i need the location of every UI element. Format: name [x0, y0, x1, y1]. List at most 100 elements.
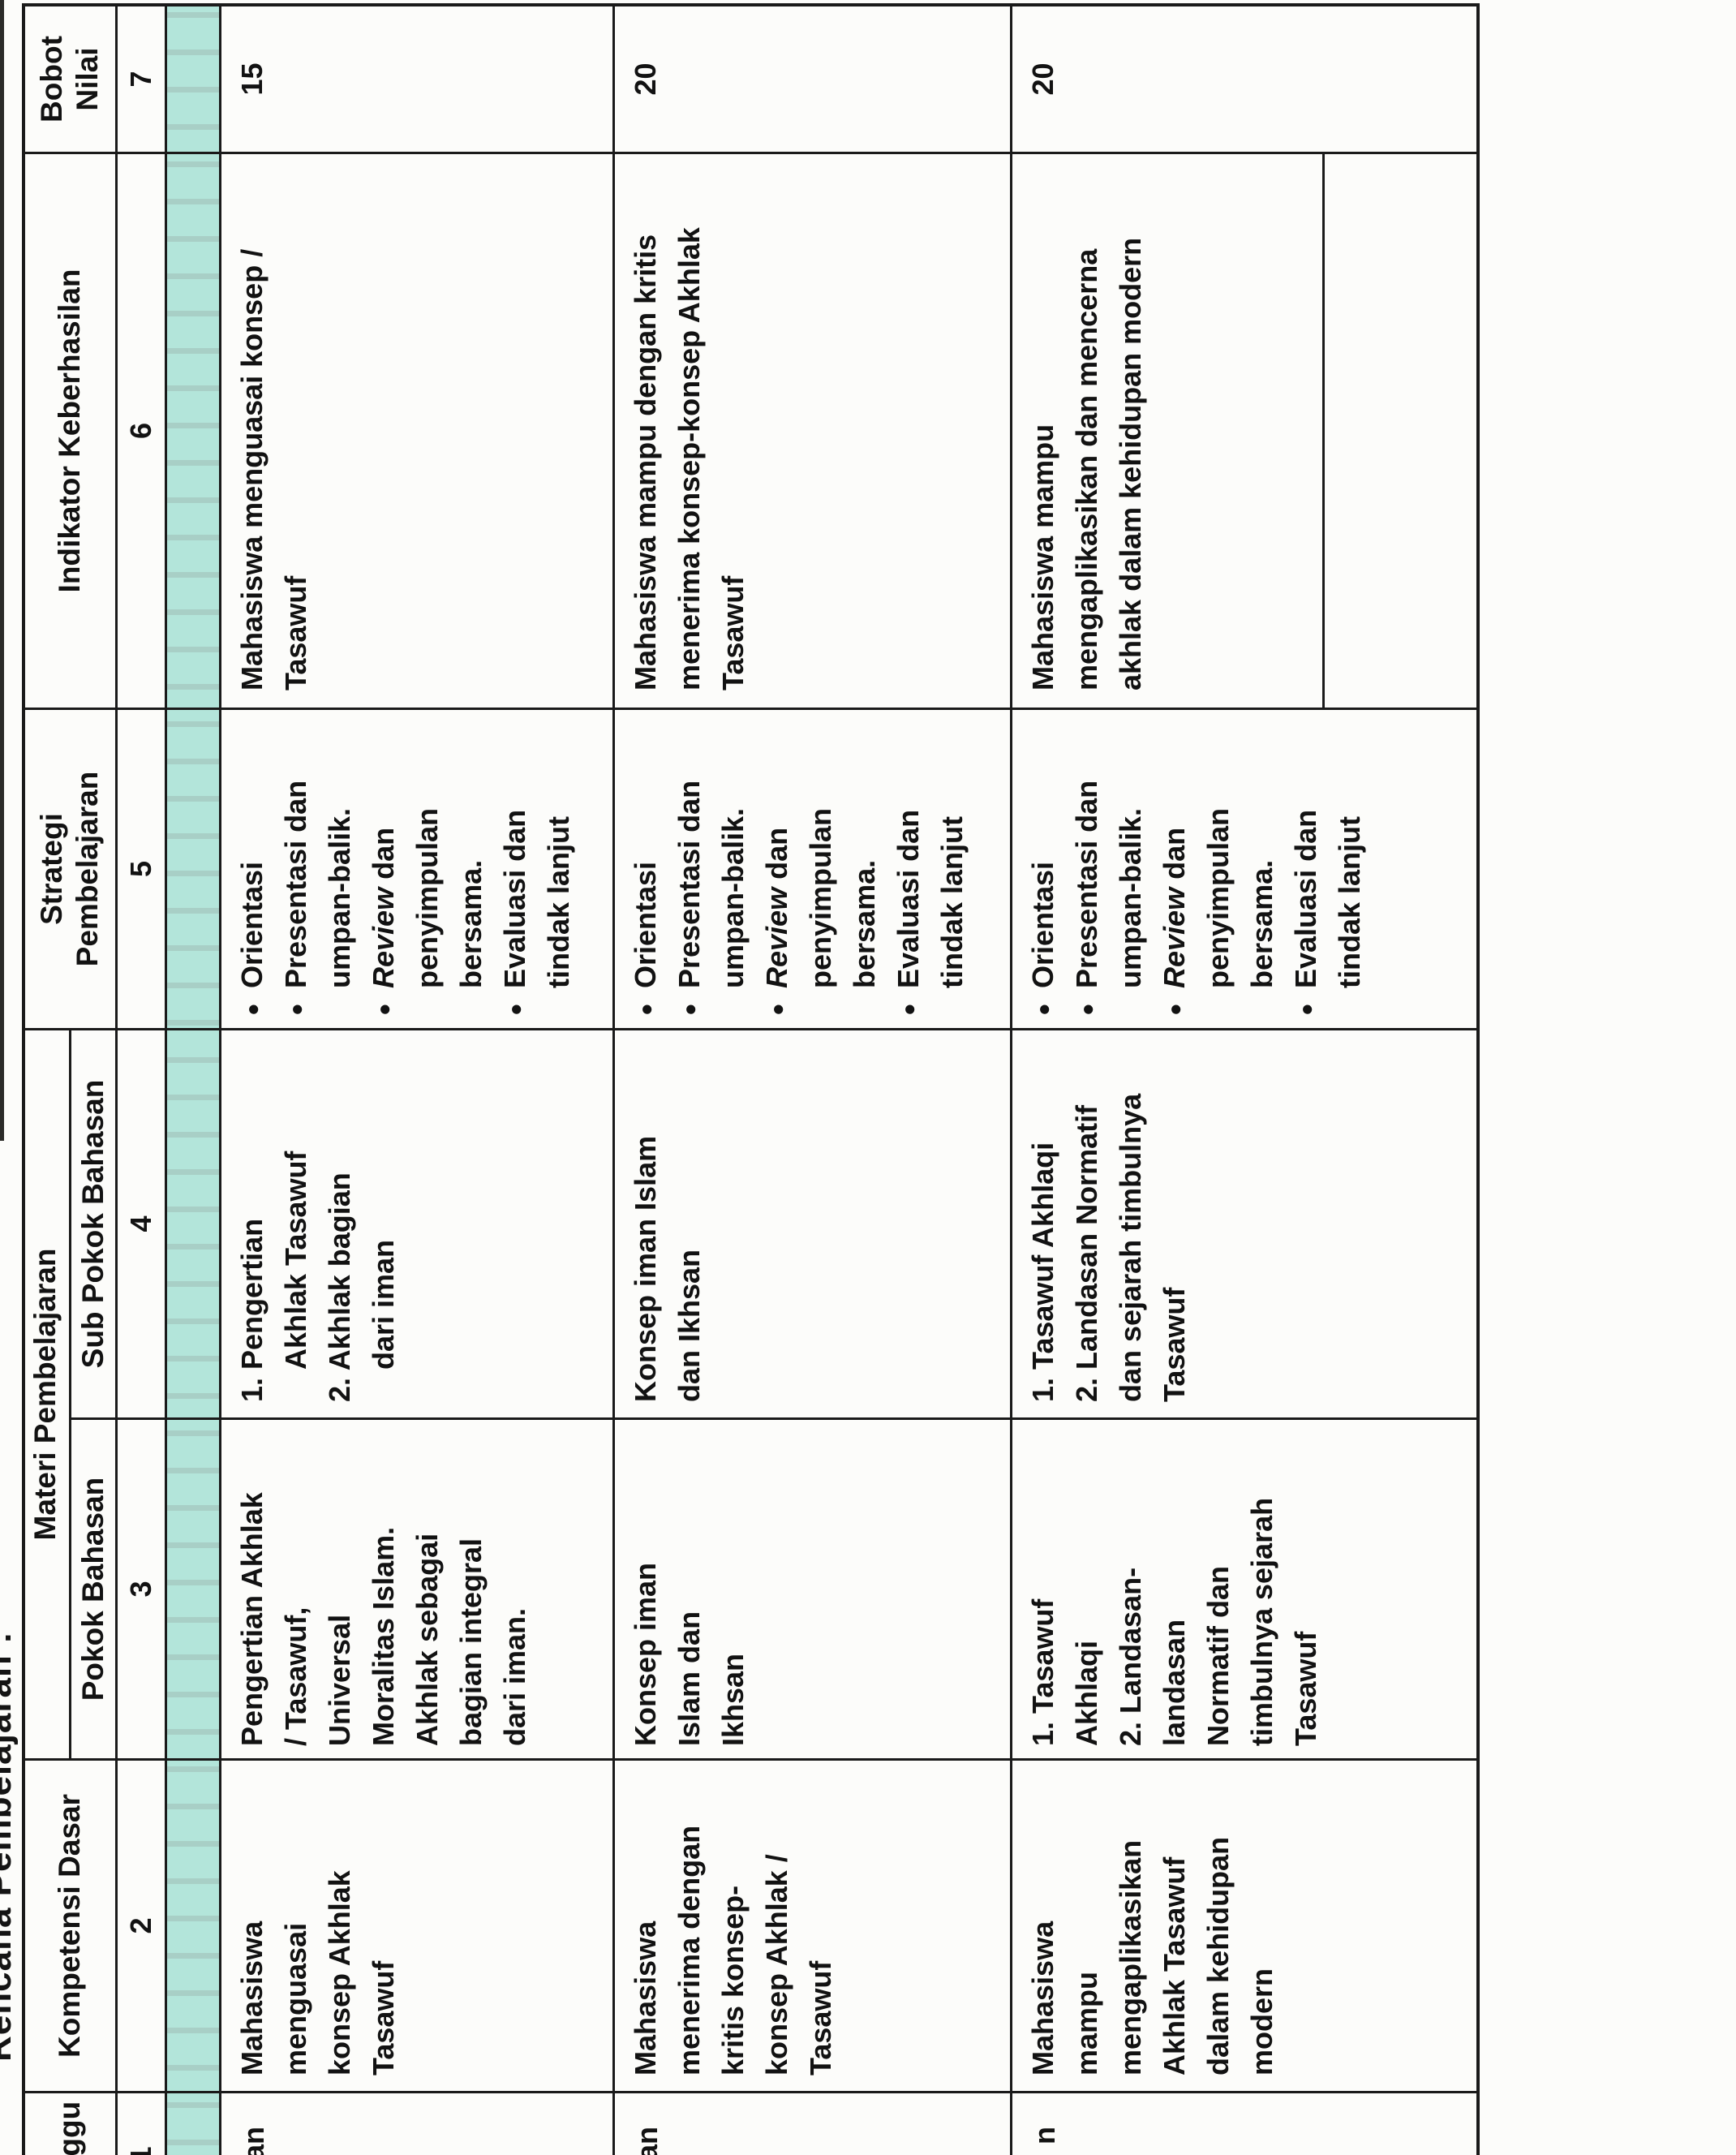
row3-subpokok-item2: 2. Landasan Normatif dan sejarah timbuln…	[1070, 1093, 1191, 1402]
bullet-icon: ●	[1031, 1003, 1055, 1016]
row3-bobot-nilai: 20	[1026, 62, 1059, 96]
row3-strategi-item: ● Presentasi dan umpan-balik.	[1065, 724, 1153, 1016]
row2-strategi-item: ● Evaluasi dan tindak lanjut	[887, 724, 974, 1016]
bullet-icon: ●	[284, 1003, 308, 1016]
strategi-review-italic: Review	[367, 887, 400, 988]
row3-pokok-item2: 2. Landasan-landasan Normatif dan timbul…	[1114, 1497, 1322, 1746]
row2-strategi-list: ● Orientasi ● Presentasi dan umpan-balik…	[624, 724, 974, 1016]
row2-subpokok: Konsep iman Islam dan Ikhsan	[629, 1135, 706, 1402]
colnum-pokok: 3	[124, 1581, 157, 1598]
row1-strategi-item: ● Presentasi dan umpan-balik.	[274, 724, 362, 1016]
row3-strategi-item: ● Orientasi	[1021, 724, 1065, 1016]
strategi-item-text: Orientasi	[235, 861, 269, 988]
row1-subpokok: 1. Pengertian Akhlak Tasawuf 2. Akhlak b…	[230, 1151, 406, 1402]
row3-pokok: 1. Tasawuf Akhlaqi 2. Landasan-landasan …	[1021, 1495, 1328, 1746]
header-minggu: Minggu	[53, 2101, 86, 2155]
col-border-indikator-bobot	[22, 152, 1480, 154]
row1-row2-divider	[612, 3, 615, 2155]
colnum-subpokok: 4	[124, 1215, 157, 1232]
bullet-icon: ●	[634, 1003, 658, 1016]
header-materi-pembelajaran: Materi Pembelajaran	[28, 1248, 62, 1541]
strategi-item-text: Orientasi	[629, 861, 662, 988]
header-bobot-text: Bobot Nilai	[35, 36, 104, 123]
col-border-minggu-kompetensi	[22, 2091, 1480, 2093]
row3-indikator: Mahasiswa mampu mengaplikasikan dan menc…	[1026, 237, 1147, 690]
header-indikator-keberhasilan: Indikator Keberhasilan	[53, 269, 86, 593]
bullet-icon: ●	[1294, 1003, 1318, 1016]
strategi-item-text: Presentasi dan umpan-balik.	[672, 780, 750, 988]
row1-subpokok-item1: 1. Pengertian Akhlak Tasawuf	[235, 1151, 312, 1402]
number-green-divider	[165, 3, 167, 2155]
row2-kompetensi: Mahasiswa menerima dengan kritis konsep-…	[629, 1825, 837, 2075]
bullet-icon: ●	[765, 1003, 789, 1016]
row1-indikator: Mahasiswa menguasai konsep / Tasawuf	[235, 248, 312, 690]
bullet-icon: ●	[896, 1003, 921, 1016]
colnum-bobot: 7	[124, 71, 157, 88]
bullet-icon: ●	[372, 1003, 396, 1016]
strategi-item-text: Review dan penyimpulan bersama.	[755, 749, 887, 988]
col-border-subpokok-strategi	[22, 1028, 1480, 1030]
row3-pokok-item1: 1. Tasawuf Akhlaqi	[1026, 1598, 1103, 1746]
row3-indikator-cell-border	[1322, 154, 1325, 710]
header-strategi-text: Strategi Pembelajaran	[35, 771, 104, 967]
strategi-item-text: Review dan penyimpulan bersama.	[1153, 749, 1284, 988]
strategi-item-text: Orientasi	[1026, 861, 1059, 988]
row2-indikator: Mahasiswa mampu dengan kritis menerima k…	[629, 227, 750, 690]
row2-minggu-fragment: an	[630, 2127, 664, 2155]
strategi-item-text: Presentasi dan umpan-balik.	[1070, 780, 1147, 988]
bullet-icon: ●	[677, 1003, 702, 1016]
row2-pokok: Konsep iman Islam dan Ikhsan	[629, 1562, 750, 1746]
row1-strategi-item: ● Evaluasi dan tindak lanjut	[493, 724, 581, 1016]
header-kompetensi-dasar: Kompetensi Dasar	[53, 1794, 86, 2058]
col-border-kompetensi-pokok	[22, 1758, 1480, 1761]
strategi-review-italic: Review	[1158, 887, 1191, 988]
row1-subpokok-item2: 2. Akhlak bagian dari iman	[323, 1172, 400, 1402]
bullet-icon: ●	[240, 1003, 264, 1016]
row2-strategi-item: ● Review dan penyimpulan bersama.	[755, 724, 887, 1016]
row2-strategi-item: ● Orientasi	[624, 724, 668, 1016]
row1-minggu-fragment: an	[237, 2127, 270, 2155]
colnum-indikator: 6	[124, 422, 157, 440]
row3-subpokok: 1. Tasawuf Akhlaqi 2. Landasan Normatif …	[1021, 1053, 1197, 1402]
bullet-icon: ●	[1162, 1003, 1187, 1016]
header-pokok-bahasan: Pokok Bahasan	[76, 1477, 110, 1701]
strategi-item-text: Evaluasi dan tindak lanjut	[498, 809, 575, 988]
row1-strategi-item: ● Review dan penyimpulan bersama.	[362, 724, 493, 1016]
row1-kompetensi: Mahasiswa menguasai konsep Akhlak Tasawu…	[235, 1870, 400, 2075]
row2-bobot-nilai: 20	[629, 62, 662, 96]
green-separator-row	[165, 3, 219, 2155]
strategi-item-text: Review dan penyimpulan bersama.	[362, 749, 493, 988]
colnum-kompetensi: 2	[124, 1917, 157, 1934]
row3-subpokok-item1: 1. Tasawuf Akhlaqi	[1026, 1142, 1059, 1402]
strategi-item-text: Evaluasi dan tindak lanjut	[1289, 809, 1366, 988]
bullet-icon: ●	[1075, 1003, 1099, 1016]
scan-edge-artifact	[0, 0, 4, 1141]
row3-strategi-item: ● Evaluasi dan tindak lanjut	[1284, 724, 1372, 1016]
row2-strategi-item: ● Presentasi dan umpan-balik.	[668, 724, 755, 1016]
strategi-item-text: Presentasi dan umpan-balik.	[279, 780, 356, 988]
table-border-bottom	[1476, 3, 1480, 2155]
header-bobot-nilai: Bobot Nilai	[24, 6, 115, 152]
page-title: Rencana Pembelajaran :	[0, 1631, 19, 2062]
row1-pokok: Pengertian Akhlak / Tasawuf, Universal M…	[235, 1492, 531, 1746]
row3-kompetensi: Mahasiswa mampu mengaplikasikan Akhlak T…	[1026, 1836, 1278, 2075]
col-border-strategi-indikator	[22, 708, 1480, 710]
row3-strategi-list: ● Orientasi ● Presentasi dan umpan-balik…	[1021, 724, 1372, 1016]
row1-bobot-nilai: 15	[235, 62, 269, 96]
row2-row3-divider	[1010, 3, 1012, 2155]
strategi-review-italic: Review	[760, 887, 793, 988]
header-strategi-pembelajaran: Strategi Pembelajaran	[24, 710, 115, 1028]
green-row1-divider	[219, 3, 221, 2155]
header-sub-pokok-bahasan: Sub Pokok Bahasan	[76, 1079, 110, 1369]
col-border-pokok-subpokok	[69, 1417, 1480, 1420]
colnum-strategi: 5	[124, 860, 157, 878]
row3-minggu-fragment: n	[1028, 2127, 1061, 2144]
row1-strategi-list: ● Orientasi ● Presentasi dan umpan-balik…	[230, 724, 581, 1016]
colnum-minggu: 1	[124, 2146, 157, 2155]
bullet-icon: ●	[503, 1003, 527, 1016]
strategi-item-text: Evaluasi dan tindak lanjut	[892, 809, 969, 988]
row3-strategi-item: ● Review dan penyimpulan bersama.	[1153, 724, 1284, 1016]
row1-strategi-item: ● Orientasi	[230, 724, 274, 1016]
